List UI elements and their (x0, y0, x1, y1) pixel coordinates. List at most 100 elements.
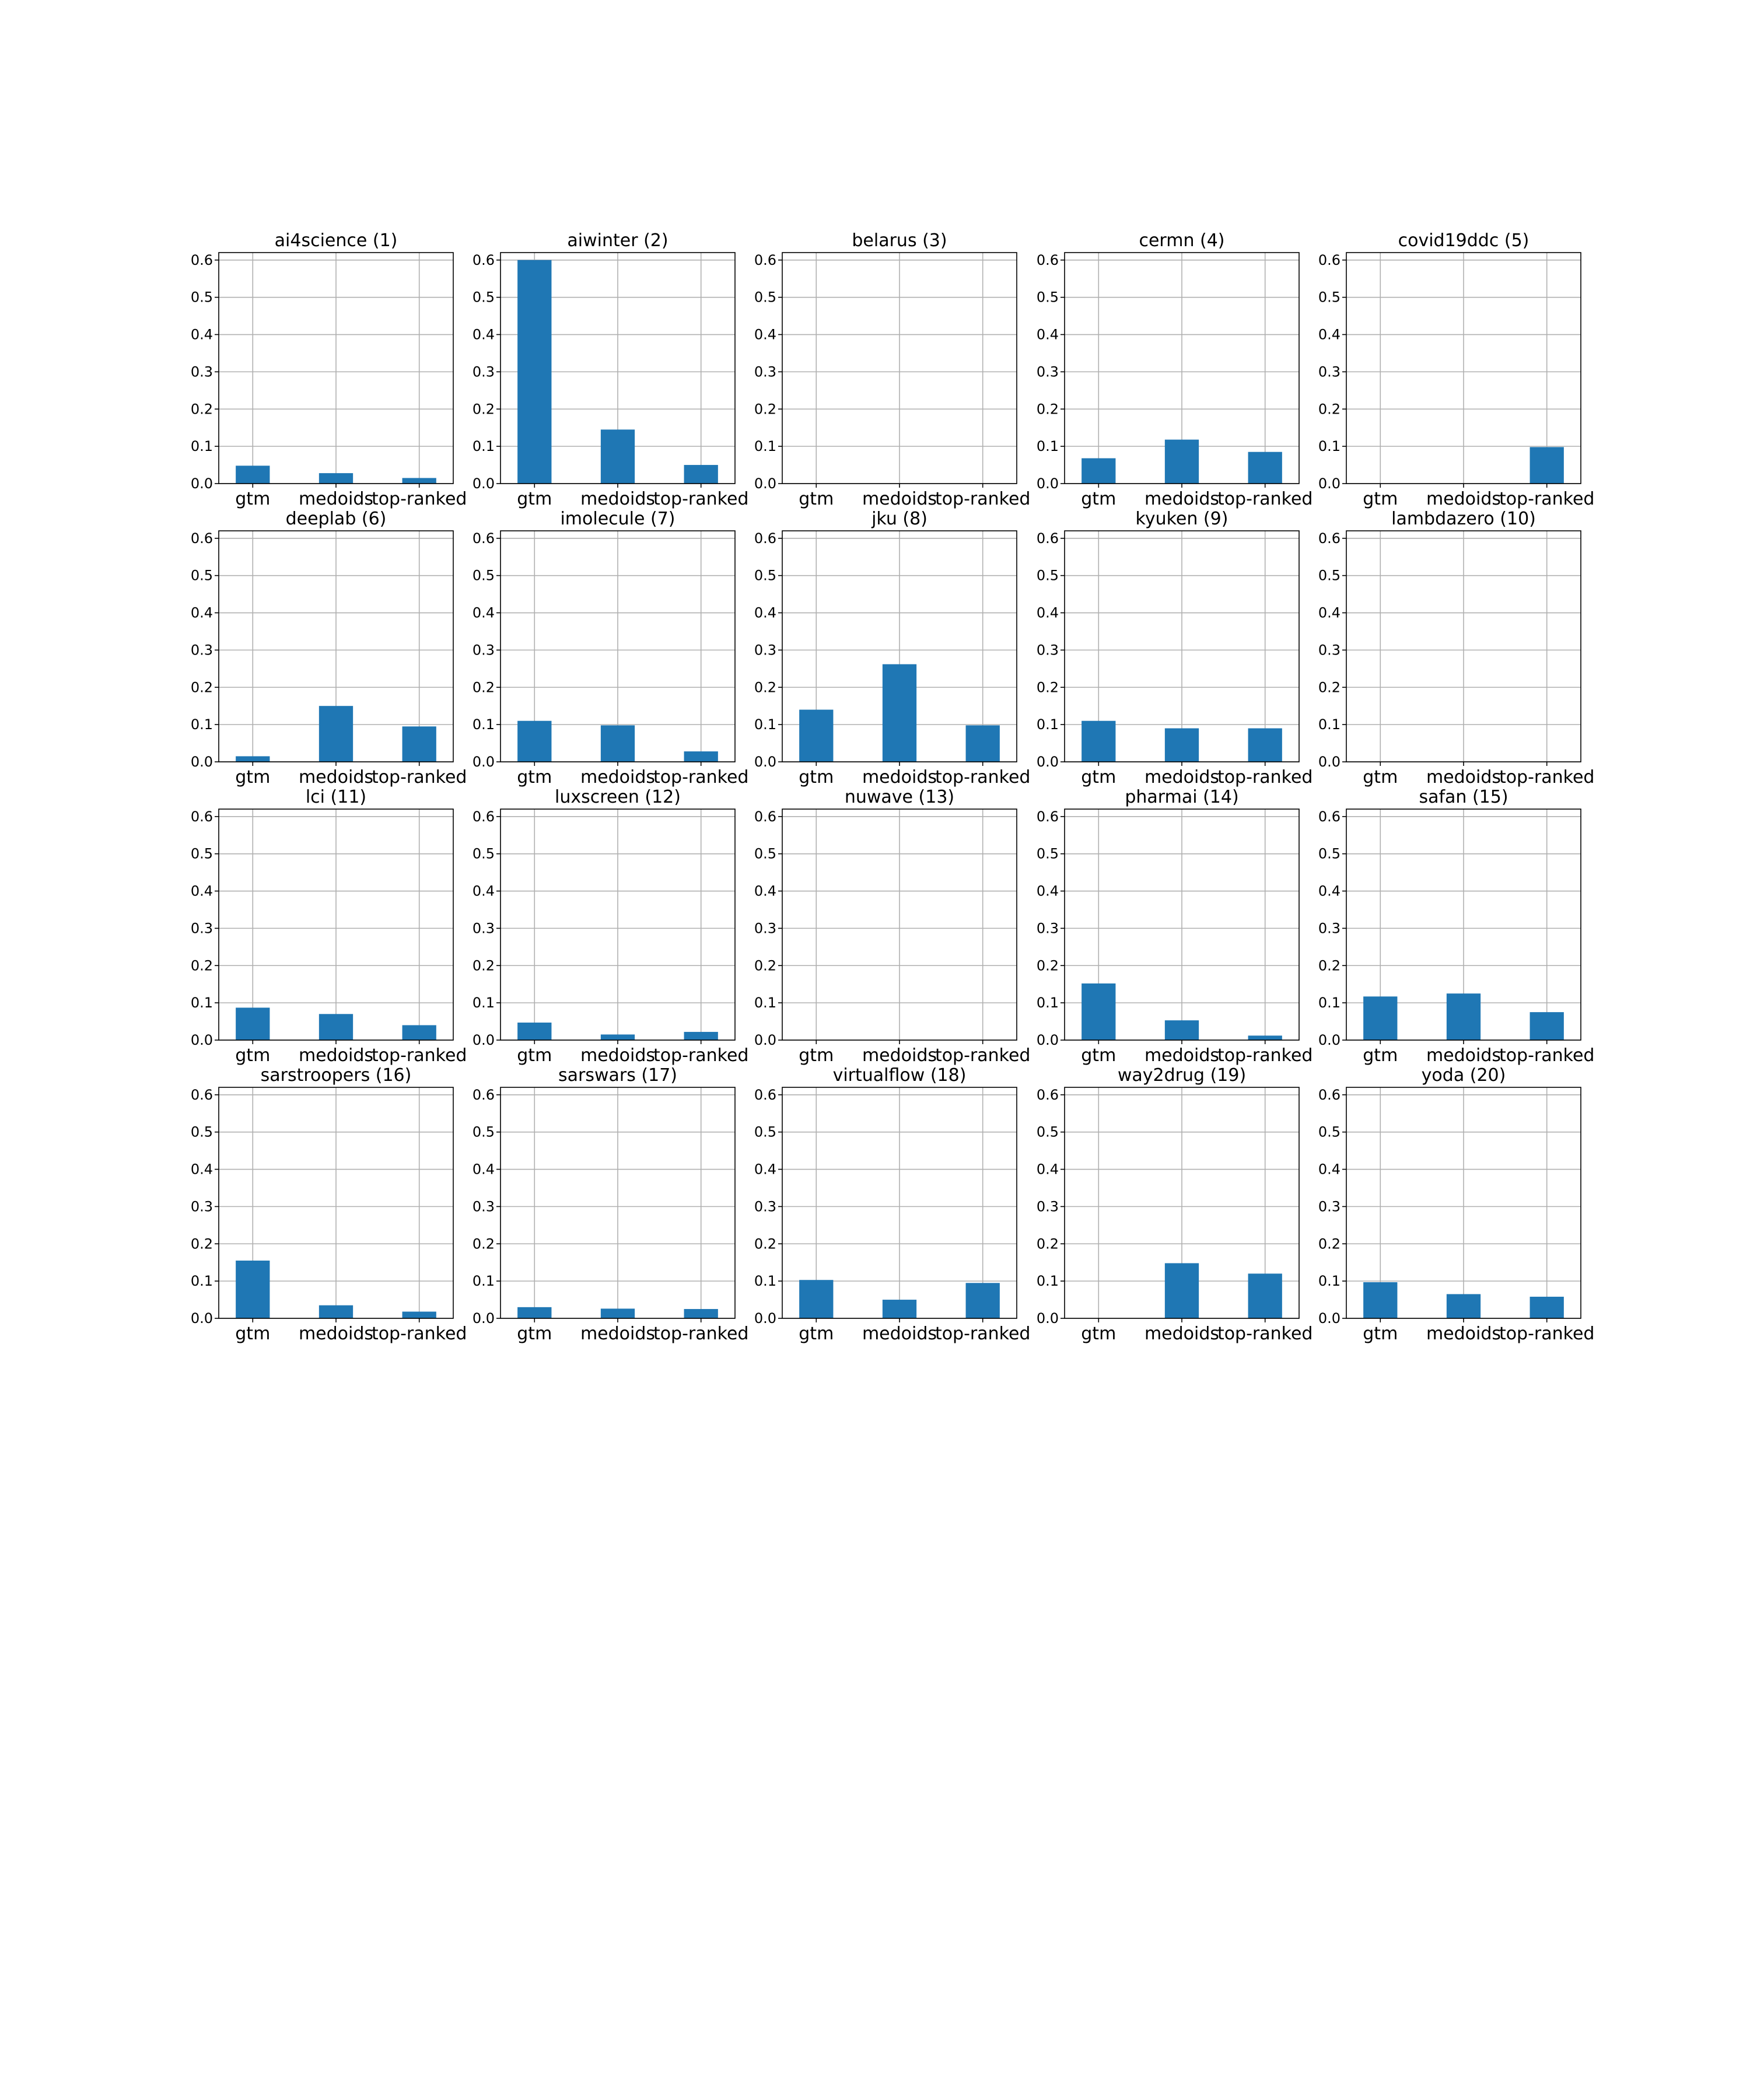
bar-medoids (318, 706, 354, 762)
y-tick-label: 0.2 (1318, 957, 1340, 974)
y-tick-label: 0.2 (191, 957, 213, 974)
bar-gtm (799, 1280, 834, 1318)
x-tick-label: gtm (1363, 1324, 1398, 1344)
y-tick-label: 0.4 (1037, 1161, 1059, 1178)
bar-medoids (600, 1308, 635, 1318)
bar-top-ranked (684, 465, 718, 484)
chart-panel: lci (11) 0.0 0.1 0.2 0.3 0.4 0.5 0.6 gtm medoidst… (191, 787, 467, 1066)
y-tick-label: 0.3 (191, 1198, 213, 1214)
y-tick-label: 0.5 (473, 1124, 495, 1140)
bar-top-ranked (1248, 1035, 1282, 1040)
bar-medoids (1446, 993, 1481, 1040)
y-tick-label: 0.5 (754, 568, 776, 584)
bar-top-ranked (1530, 1012, 1564, 1040)
y-tick-label: 0.6 (191, 530, 213, 547)
x-tick-label: top-ranked (1499, 489, 1595, 509)
bar-top-ranked (965, 1283, 1000, 1318)
panel-title: aiwinter (2) (567, 230, 668, 251)
panel-title: pharmai (14) (1125, 787, 1238, 807)
panel-title: covid19ddc (5) (1398, 230, 1530, 251)
x-tick-label: medoids (1144, 1324, 1219, 1344)
bar-medoids (600, 1034, 635, 1040)
bar-gtm (236, 1261, 270, 1318)
y-tick-label: 0.3 (1037, 363, 1059, 380)
x-tick-label: medoids (1426, 489, 1501, 509)
y-tick-label: 0.4 (754, 1161, 776, 1178)
x-tick-label: top-ranked (653, 489, 749, 509)
y-tick-label: 0.2 (1318, 679, 1340, 695)
bar-gtm (236, 1007, 270, 1040)
x-tick-label: gtm (799, 1045, 834, 1066)
x-tick-label: top-ranked (1499, 1045, 1595, 1066)
y-tick-label: 0.1 (1318, 438, 1340, 454)
x-tick-label: medoids (1144, 489, 1219, 509)
y-tick-label: 0.1 (1037, 995, 1059, 1011)
bar-medoids (318, 1014, 354, 1040)
y-tick-label: 0.0 (1318, 475, 1340, 492)
bar-gtm (517, 720, 552, 762)
y-tick-label: 0.1 (754, 716, 776, 733)
bar-gtm (236, 466, 270, 484)
x-tick-label: gtm (799, 767, 834, 788)
y-tick-label: 0.1 (191, 995, 213, 1011)
panel-title: safan (15) (1419, 787, 1508, 807)
y-tick-label: 0.1 (1318, 995, 1340, 1011)
y-tick-label: 0.3 (754, 920, 776, 936)
bar-gtm (1363, 1282, 1398, 1318)
chart-panel: aiwinter (2) 0.0 0.1 0.2 0.3 0.4 0.5 0.6 gtm medo… (473, 230, 749, 509)
y-tick-label: 0.0 (1037, 754, 1059, 770)
bar-medoids (600, 725, 635, 762)
y-tick-label: 0.4 (754, 327, 776, 343)
chart-panel: kyuken (9) 0.0 0.1 0.2 0.3 0.4 0.5 0.6 gtm medoid… (1037, 509, 1313, 788)
y-tick-label: 0.6 (1037, 252, 1059, 268)
y-tick-label: 0.4 (191, 327, 213, 343)
chart-panel: way2drug (19) 0.0 0.1 0.2 0.3 0.4 0.5 0.6 gtm med… (1037, 1065, 1313, 1344)
y-tick-label: 0.2 (1318, 1236, 1340, 1252)
y-tick-label: 0.2 (191, 401, 213, 417)
y-tick-label: 0.3 (754, 642, 776, 658)
y-tick-label: 0.0 (1318, 1032, 1340, 1048)
panel-title: yoda (20) (1422, 1065, 1506, 1086)
chart-panels: ai4science (1) 0.0 0.1 0.2 0.3 0.4 0.5 0.6 gtm me… (191, 230, 1595, 1344)
y-tick-label: 0.5 (1318, 289, 1340, 306)
y-tick-label: 0.1 (191, 438, 213, 454)
y-tick-label: 0.1 (473, 995, 495, 1011)
chart-panel: belarus (3) 0.0 0.1 0.2 0.3 0.4 0.5 0.6 gtm medoi… (754, 230, 1031, 509)
chart-panel: jku (8) 0.0 0.1 0.2 0.3 0.4 0.5 0.6 gtm medoidsto… (754, 509, 1031, 788)
y-tick-label: 0.3 (1318, 920, 1340, 936)
y-tick-label: 0.0 (1318, 754, 1340, 770)
y-tick-label: 0.4 (191, 883, 213, 900)
y-tick-label: 0.0 (473, 475, 495, 492)
y-tick-label: 0.4 (1318, 883, 1340, 900)
y-tick-label: 0.6 (754, 1087, 776, 1103)
y-tick-label: 0.5 (191, 568, 213, 584)
x-tick-label: medoids (580, 489, 655, 509)
chart-panel: imolecule (7) 0.0 0.1 0.2 0.3 0.4 0.5 0.6 gtm med… (473, 509, 749, 788)
bar-medoids (600, 429, 635, 484)
y-tick-label: 0.1 (1318, 716, 1340, 733)
y-tick-label: 0.6 (754, 530, 776, 547)
bar-top-ranked (402, 478, 436, 484)
bar-top-ranked (402, 1025, 436, 1040)
x-tick-label: top-ranked (653, 767, 749, 788)
x-tick-label: top-ranked (935, 1045, 1031, 1066)
bar-gtm (236, 756, 270, 762)
bar-medoids (1164, 1263, 1199, 1318)
y-tick-label: 0.2 (754, 957, 776, 974)
x-tick-label: top-ranked (1217, 767, 1313, 788)
panel-title: belarus (3) (852, 230, 947, 251)
chart-panel: pharmai (14) 0.0 0.1 0.2 0.3 0.4 0.5 0.6 gtm medo… (1037, 787, 1313, 1066)
y-tick-label: 0.6 (191, 808, 213, 825)
y-tick-label: 0.3 (191, 920, 213, 936)
bar-top-ranked (684, 1309, 718, 1318)
y-tick-label: 0.4 (473, 1161, 495, 1178)
y-tick-label: 0.6 (754, 252, 776, 268)
y-tick-label: 0.1 (191, 1273, 213, 1289)
bar-top-ranked (402, 726, 436, 762)
x-tick-label: top-ranked (935, 1324, 1031, 1344)
x-tick-label: gtm (1081, 489, 1116, 509)
x-tick-label: top-ranked (935, 767, 1031, 788)
chart-panel: lambdazero (10) 0.0 0.1 0.2 0.3 0.4 0.5 0.6 gtm m… (1318, 509, 1595, 788)
bar-top-ranked (684, 751, 718, 762)
chart-panel: ai4science (1) 0.0 0.1 0.2 0.3 0.4 0.5 0.6 gtm me… (191, 230, 467, 509)
